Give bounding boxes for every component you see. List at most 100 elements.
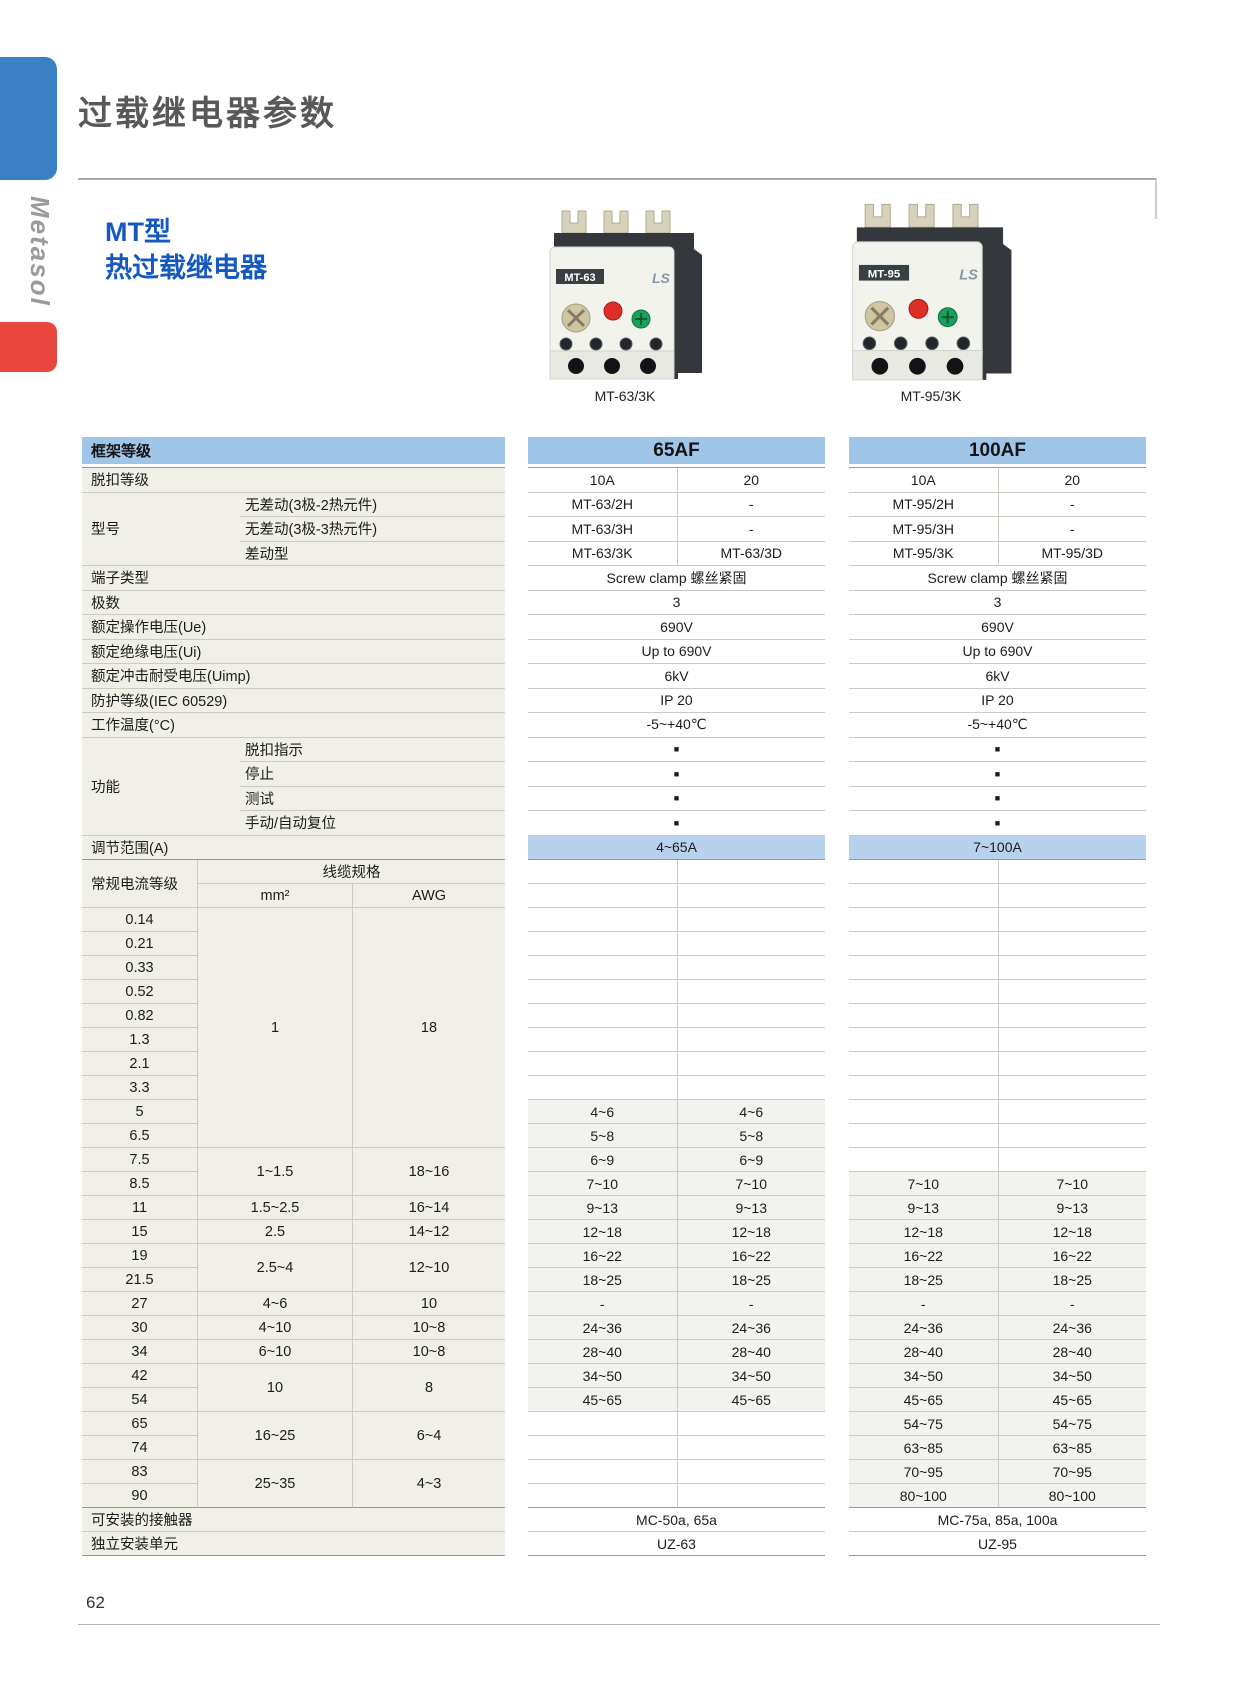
current-value-cell: - (528, 1292, 677, 1316)
current-value-cell (528, 1484, 677, 1508)
awg-cell: 12~10 (352, 1244, 505, 1292)
relay-photo-mt95: MT-95 LS (842, 196, 1020, 389)
current-value-cell: 34~50 (676, 1364, 825, 1388)
current-class-header: 常规电流等级 (82, 860, 197, 908)
current-value-cell (997, 1148, 1146, 1172)
bottom-value-cell: UZ-63 (528, 1532, 825, 1556)
awg-header: AWG (352, 884, 505, 908)
awg-cell: 10~8 (352, 1340, 505, 1364)
current-value-cell (997, 956, 1146, 980)
spec-value-cell: 10A (849, 468, 998, 493)
current-value-cell: 12~18 (997, 1220, 1146, 1244)
ls-logo: LS (959, 268, 978, 284)
page-title: 过载继电器参数 (78, 95, 337, 133)
current-value-cell: 6~9 (528, 1148, 677, 1172)
product-title-line2: 热过载继电器 (105, 253, 267, 284)
spec-value-cell: 3 (849, 590, 1146, 615)
current-value-cell (528, 1028, 677, 1052)
spec-value-cell: MT-95/2H (849, 492, 998, 517)
photo-caption-mt95: MT-95/3K (900, 388, 962, 404)
current-value-cell (849, 932, 998, 956)
spec-value-cell: - (676, 492, 825, 517)
current-value-cell: 4~6 (528, 1100, 677, 1124)
spec-value-cell: ■ (849, 737, 1146, 762)
frame-grade-header: 框架等级 (82, 437, 505, 464)
awg-cell: 10~8 (352, 1316, 505, 1340)
spec-row-label: 调节范围(A) (82, 835, 505, 860)
current-value-cell (849, 1124, 998, 1148)
frame-65af-grid: 10A 20 MT-63/2H - MT-63/3H - MT-63/3K MT-63/3D S… (528, 467, 825, 1556)
spec-row-label: 脱扣等级 (82, 468, 505, 493)
product-title: MT型 热过载继电器 (105, 214, 267, 287)
current-value-cell: 24~36 (849, 1316, 998, 1340)
spec-value-cell: ■ (849, 762, 1146, 787)
empty-cell (528, 884, 677, 908)
fork-terminals (864, 203, 979, 228)
model-badge-bg (858, 264, 910, 281)
bottom-value-cell: MC-50a, 65a (528, 1508, 825, 1532)
current-value-cell: 4~6 (676, 1100, 825, 1124)
current-value-cell: 63~85 (849, 1436, 998, 1460)
empty-cell (676, 860, 825, 884)
spec-value-cell: MT-63/3K (528, 541, 677, 566)
current-value-cell: 28~40 (997, 1340, 1146, 1364)
adjust-range-cell: 4~65A (528, 835, 825, 860)
current-value-cell: 45~65 (997, 1388, 1146, 1412)
current-value-cell: 7~10 (528, 1172, 677, 1196)
current-value-cell (676, 1484, 825, 1508)
spec-value-cell: - (997, 492, 1146, 517)
mm2-cell: 4~6 (197, 1292, 352, 1316)
mm2-cell: 25~35 (197, 1460, 352, 1508)
current-value-cell (997, 1124, 1146, 1148)
spec-value-cell: ■ (849, 786, 1146, 811)
current-value-cell: 18~25 (528, 1268, 677, 1292)
spec-group-label: 功能 (82, 737, 240, 836)
current-value-cell: 45~65 (676, 1388, 825, 1412)
mm2-cell: 6~10 (197, 1340, 352, 1364)
current-value-cell (528, 908, 677, 932)
current-rating-cell: 42 (82, 1364, 197, 1388)
current-value-cell: 34~50 (997, 1364, 1146, 1388)
current-value-cell (676, 932, 825, 956)
current-rating-cell: 0.21 (82, 932, 197, 956)
model-badge-bg (556, 269, 604, 284)
awg-cell: 16~14 (352, 1196, 505, 1220)
frame-100af-header: 100AF (849, 437, 1146, 464)
current-value-cell: - (849, 1292, 998, 1316)
empty-cell (528, 860, 677, 884)
current-rating-cell: 1.3 (82, 1028, 197, 1052)
mm2-cell: 10 (197, 1364, 352, 1412)
spec-sub-label: 脱扣指示 (240, 737, 505, 762)
spec-label-column: 框架等级 脱扣等级 型号 无差动(3极-2热元件) 无差动(3极-3热元件) 差动型 端子… (82, 437, 505, 1556)
current-value-cell: 16~22 (997, 1244, 1146, 1268)
current-value-cell: 9~13 (676, 1196, 825, 1220)
spec-value-cell: -5~+40℃ (849, 713, 1146, 738)
spec-value-cell: -5~+40℃ (528, 713, 825, 738)
current-value-cell (997, 932, 1146, 956)
spec-row-label: 端子类型 (82, 566, 505, 591)
spec-value-cell: Screw clamp 螺丝紧固 (528, 566, 825, 591)
spec-value-cell: 20 (676, 468, 825, 493)
mm2-header: mm² (197, 884, 352, 908)
spec-row-label: 额定冲击耐受电压(Uimp) (82, 664, 505, 689)
current-value-cell: 28~40 (528, 1340, 677, 1364)
spec-row-label: 极数 (82, 590, 505, 615)
mm2-cell: 16~25 (197, 1412, 352, 1460)
current-value-cell: 70~95 (997, 1460, 1146, 1484)
current-rating-cell: 19 (82, 1244, 197, 1268)
spec-row-label: 工作温度(°C) (82, 713, 505, 738)
current-value-cell (997, 1100, 1146, 1124)
current-rating-cell: 30 (82, 1316, 197, 1340)
current-value-cell: - (997, 1292, 1146, 1316)
current-value-cell (676, 1076, 825, 1100)
spec-value-cell: IP 20 (849, 688, 1146, 713)
spec-value-cell: MT-95/3D (997, 541, 1146, 566)
frame-65af-column: 65AF 10A 20 MT-63/2H - MT-63/3H - MT-63/3K MT-6… (528, 437, 825, 1556)
current-value-cell: 6~9 (676, 1148, 825, 1172)
current-value-cell: 54~75 (849, 1412, 998, 1436)
current-rating-cell: 34 (82, 1340, 197, 1364)
current-rating-cell: 2.1 (82, 1052, 197, 1076)
spec-value-cell: MT-95/3H (849, 517, 998, 542)
current-rating-cell: 11 (82, 1196, 197, 1220)
current-value-cell: - (676, 1292, 825, 1316)
